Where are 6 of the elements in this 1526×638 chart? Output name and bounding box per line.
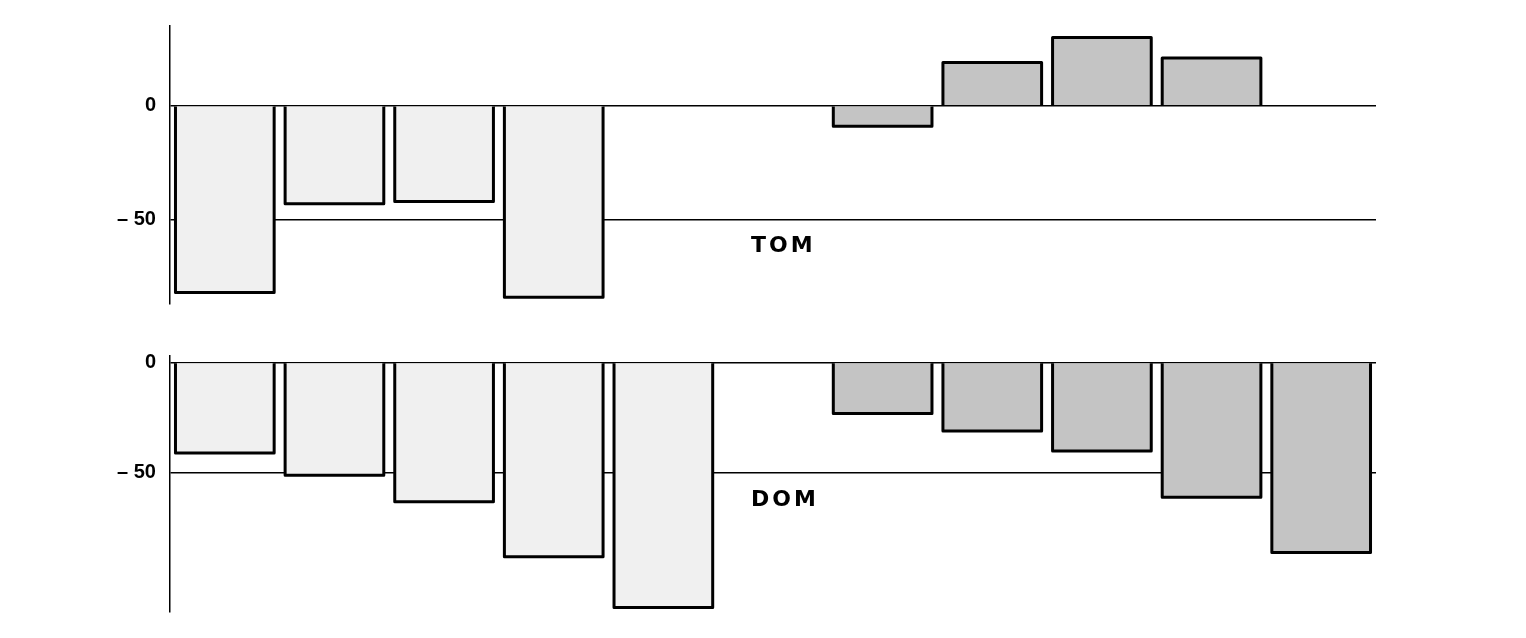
y-tick-label: – 50 bbox=[117, 460, 156, 483]
y-tick-label: – 50 bbox=[117, 207, 156, 230]
annotation: DOM bbox=[751, 485, 819, 511]
annotation: TOM bbox=[751, 232, 816, 258]
y-tick-label: 0 bbox=[144, 93, 156, 116]
y-tick-label: 0 bbox=[144, 350, 156, 373]
